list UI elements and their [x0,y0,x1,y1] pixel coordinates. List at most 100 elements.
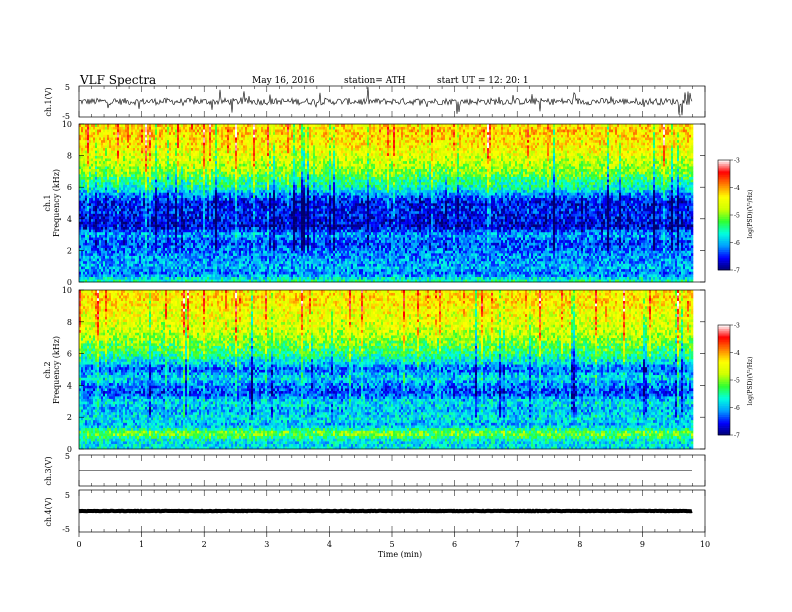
spectrogram-cell [227,171,230,175]
spectrogram-cell [121,237,124,241]
spectrogram-cell [185,274,188,278]
spectrogram-cell [161,221,164,225]
spectrogram-cell [109,153,112,156]
spectrogram-cell [103,126,106,130]
spectrogram-cell [101,134,104,138]
spectrogram-cell [119,158,122,162]
spectrogram-cell [95,224,98,228]
spectrogram-cell [177,134,180,138]
spectrogram-cell [121,276,124,280]
spectrogram-cell [97,279,100,283]
spectrogram-cell [191,142,194,146]
spectrogram-cell [125,166,128,170]
spectrogram-cell [231,147,234,151]
spectrogram-cell [131,255,134,259]
spectrogram-cell [137,258,140,262]
spectrogram-cell [147,174,150,177]
spectrogram-cell [95,237,98,241]
spectrogram-cell [137,168,140,172]
spectrogram-cell [239,171,242,175]
spectrogram-cell [111,237,114,241]
spectrogram-cell [185,268,188,272]
spectrogram-cell [211,276,214,280]
spectrogram-cell [141,258,144,262]
spectrogram-cell [181,163,184,167]
spectrogram-cell [233,134,236,138]
spectrogram-cell [167,137,170,141]
spectrogram-cell [177,163,180,167]
spectrogram-cell [127,142,130,146]
spectrogram-cell [211,131,214,135]
spectrogram-cell [169,208,172,212]
spectrogram-cell [163,268,166,272]
spectrogram-cell [203,134,206,138]
spectrogram-cell [217,239,220,243]
spectrogram-cell [175,158,178,162]
spectrogram-cell [169,129,172,133]
spectrogram-cell [131,242,134,246]
spectrogram-cell [81,216,84,220]
spectrogram-cell [161,226,164,230]
spectrogram-cell [197,274,200,278]
spectrogram-cell [193,195,196,199]
spectrogram-cell [145,279,148,283]
spectrogram-cell [165,155,168,159]
spectrogram-cell [171,210,174,214]
spectrogram-cell [173,195,176,199]
spectrogram-cell [133,268,136,272]
spectrogram-cell [91,150,94,154]
spectrogram-cell [105,184,108,188]
spectrogram-cell [135,155,138,159]
spectrogram-cell [147,276,150,280]
spectrogram-cell [203,213,206,217]
spectrogram-cell [173,192,176,196]
spectrogram-cell [89,171,92,175]
spectrogram-cell [135,274,138,278]
spectrogram-cell [187,155,190,159]
spectrogram-cell [93,255,96,259]
spectrogram-cell [101,203,104,206]
spectrogram-cell [221,134,224,138]
spectrogram-cell [193,192,196,196]
spectrogram-cell [131,263,134,267]
spectrogram-cell [103,203,106,206]
spectrogram-cell [175,268,178,272]
spectrogram-cell [123,160,126,164]
spectrogram-cell [193,263,196,267]
spectrogram-cell [237,247,240,251]
spectrogram-cell [173,274,176,278]
spectrogram-cell [205,213,208,217]
spectrogram-cell [231,174,234,177]
spectrogram-cell [151,276,154,280]
spectrogram-cell [167,155,170,159]
spectrogram-cell [137,179,140,183]
spectrogram-cell [165,176,168,180]
spectrogram-cell [195,226,198,230]
spectrogram-cell [183,134,186,138]
spectrogram-cell [119,142,122,146]
spectrogram-cell [197,142,200,146]
spectrogram-cell [123,163,126,167]
spectrogram-cell [161,145,164,149]
spectrogram-cell [103,274,106,278]
spectrogram-cell [99,247,102,251]
spectrogram-cell [135,250,138,254]
spectrogram-cell [95,168,98,172]
spectrogram-cell [97,205,100,209]
spectrogram-cell [159,245,162,249]
spectrogram-cell [125,184,128,188]
spectrogram-cell [117,147,120,151]
spectrogram-cell [151,189,154,193]
spectrogram-cell [101,245,104,249]
spectrogram-cell [143,216,146,220]
spectrogram-cell [123,255,126,259]
spectrogram-cell [101,184,104,188]
spectrogram-cell [123,124,126,127]
spectrogram-cell [223,216,226,220]
spectrogram-cell [155,126,158,130]
spectrogram-cell [203,160,206,164]
spectrogram-cell [133,221,136,225]
spectrogram-cell [187,147,190,151]
spectrogram-cell [231,271,234,275]
spectrogram-cell [123,253,126,256]
